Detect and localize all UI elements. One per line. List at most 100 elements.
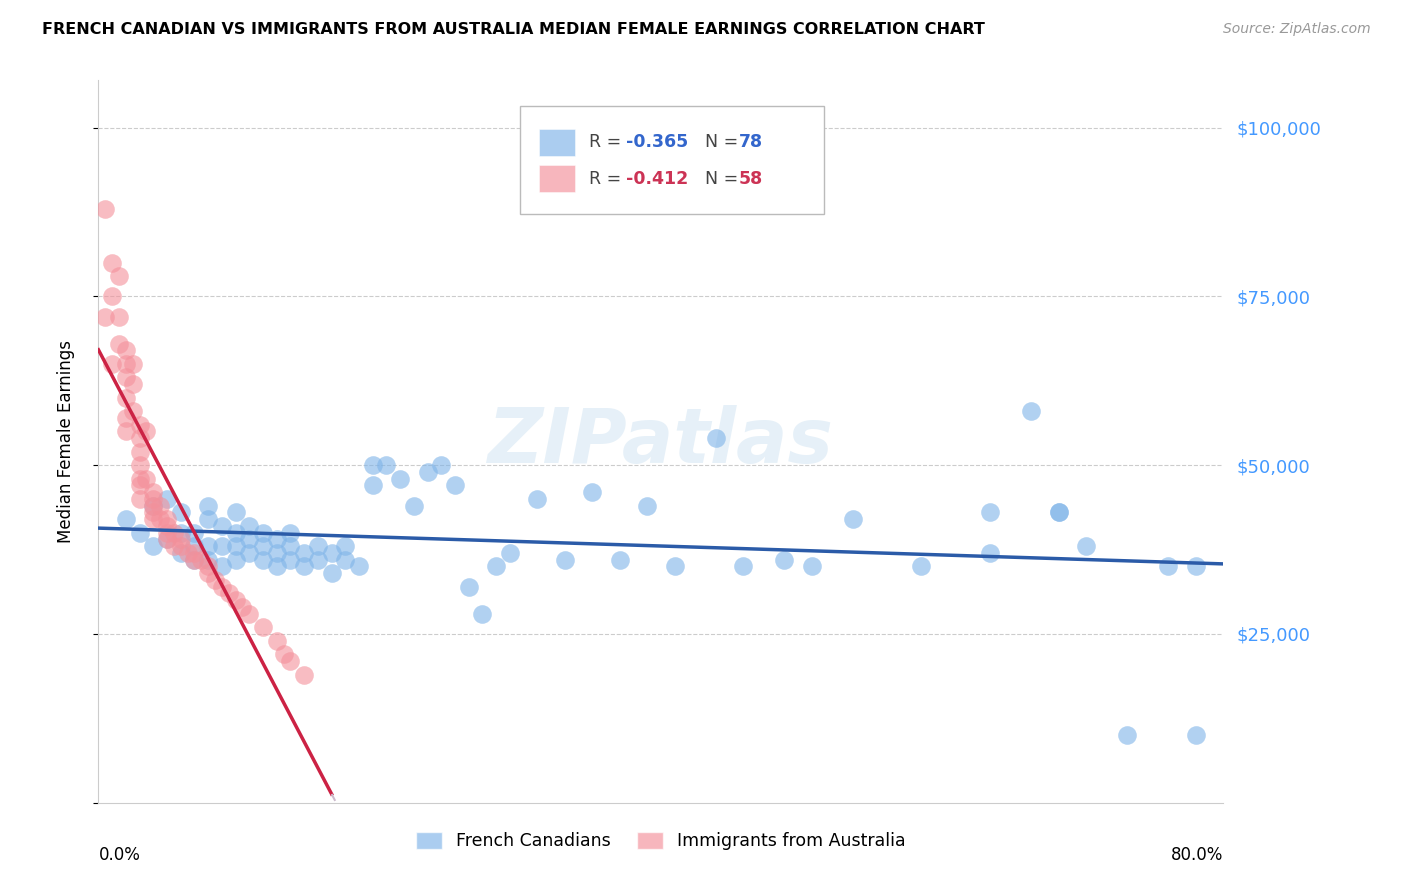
Point [444,478,467,492]
Point [664,559,686,574]
Point [225,593,247,607]
Point [636,499,658,513]
Point [238,607,260,621]
Point [128,491,150,506]
Text: N =: N = [704,169,744,187]
Point [1019,404,1042,418]
Point [704,431,727,445]
Point [128,472,150,486]
Point [225,539,247,553]
Point [94,202,117,216]
Point [128,458,150,472]
Bar [540,165,575,193]
Point [526,491,548,506]
Point [335,539,357,553]
Point [1184,728,1206,742]
Point [266,546,288,560]
Point [121,404,143,418]
Point [581,485,603,500]
Text: FRENCH CANADIAN VS IMMIGRANTS FROM AUSTRALIA MEDIAN FEMALE EARNINGS CORRELATION : FRENCH CANADIAN VS IMMIGRANTS FROM AUSTR… [42,22,986,37]
Point [307,552,329,566]
Point [225,525,247,540]
Text: ZIPatlas: ZIPatlas [488,405,834,478]
Point [170,539,193,553]
Point [101,357,124,371]
Point [156,525,179,540]
Point [457,580,479,594]
Point [101,289,124,303]
Point [292,546,315,560]
Point [163,525,186,540]
Point [115,512,138,526]
Point [135,472,157,486]
Point [225,552,247,566]
Point [142,499,165,513]
Text: 58: 58 [738,169,762,187]
Point [142,499,165,513]
Point [218,586,240,600]
Point [280,552,302,566]
Point [499,546,522,560]
Point [115,357,138,371]
Point [554,552,576,566]
Point [280,539,302,553]
Point [108,269,131,284]
Point [1074,539,1097,553]
Point [842,512,865,526]
Point [252,552,274,566]
Point [142,491,165,506]
Point [307,539,329,553]
Point [979,505,1001,519]
Text: 0.0%: 0.0% [98,847,141,864]
Point [115,370,138,384]
Text: 78: 78 [738,134,762,152]
Point [163,539,186,553]
Point [292,559,315,574]
Point [238,546,260,560]
Point [1157,559,1180,574]
Point [121,357,143,371]
Point [266,533,288,547]
Point [979,546,1001,560]
Text: Source: ZipAtlas.com: Source: ZipAtlas.com [1223,22,1371,37]
Point [142,485,165,500]
Point [389,472,412,486]
Point [142,505,165,519]
Point [485,559,508,574]
Point [402,499,425,513]
Point [1116,728,1139,742]
Point [128,431,150,445]
Point [197,512,219,526]
Point [183,552,205,566]
Point [128,444,150,458]
Point [170,525,193,540]
Point [101,255,124,269]
Point [156,519,179,533]
Y-axis label: Median Female Earnings: Median Female Earnings [56,340,75,543]
Point [121,377,143,392]
Point [156,512,179,526]
Point [335,552,357,566]
Point [190,552,212,566]
Point [609,552,631,566]
Point [128,417,150,432]
Point [773,552,796,566]
Point [280,525,302,540]
Point [142,512,165,526]
Point [347,559,370,574]
Point [197,559,219,574]
Point [252,539,274,553]
Point [361,478,384,492]
Point [183,546,205,560]
Point [156,533,179,547]
Point [211,539,233,553]
Point [183,552,205,566]
Point [471,607,494,621]
Point [156,491,179,506]
Point [197,552,219,566]
Point [252,525,274,540]
Point [273,647,295,661]
Legend: French Canadians, Immigrants from Australia: French Canadians, Immigrants from Austra… [408,823,914,859]
Point [128,525,150,540]
Point [149,499,172,513]
